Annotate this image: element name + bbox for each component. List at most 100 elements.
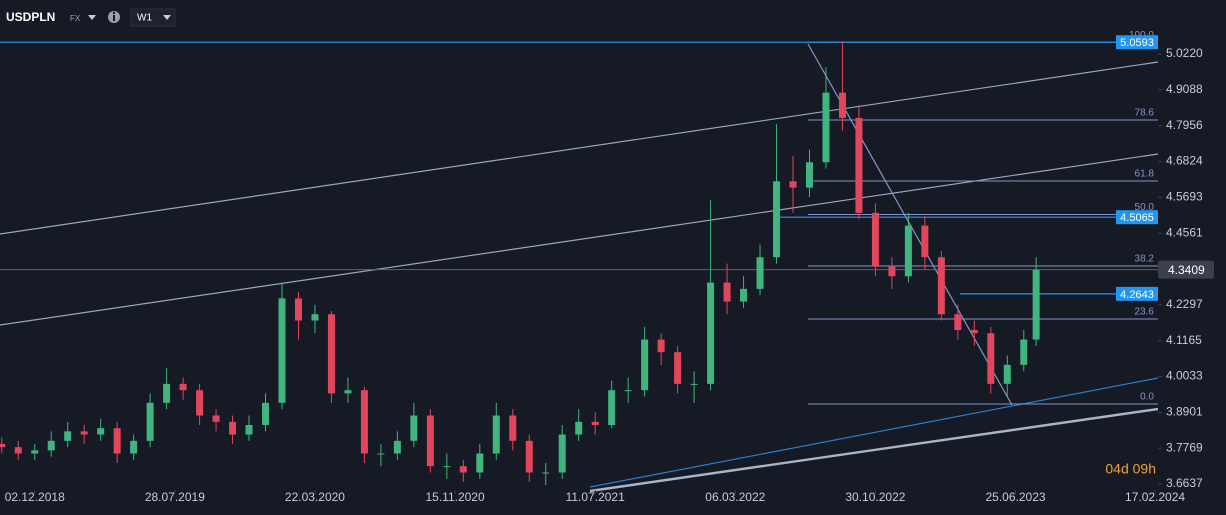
candle-body	[113, 428, 121, 454]
countdown: 04d 09h	[1105, 461, 1156, 477]
candle-body	[311, 314, 319, 321]
y-tick-label: 3.7769	[1166, 440, 1203, 454]
candle-body	[888, 266, 896, 277]
trendlines	[0, 43, 1159, 493]
y-tick-label: 4.9088	[1166, 82, 1203, 96]
candle-body	[294, 298, 302, 321]
candle-body	[360, 390, 368, 454]
candle-body	[542, 472, 550, 474]
candle-body	[674, 352, 682, 384]
x-tick-label: 11.07.2021	[566, 490, 625, 504]
candle-body	[756, 257, 764, 289]
candle-body	[641, 339, 649, 391]
candle-body	[707, 282, 715, 384]
candle-body	[855, 117, 863, 213]
candle-body	[212, 415, 220, 422]
candle-body	[443, 466, 451, 468]
candle-body	[575, 421, 583, 435]
y-tick-label: 4.0033	[1166, 369, 1203, 383]
x-tick-label: 17.02.2024	[1125, 490, 1185, 504]
y-tick-label: 4.4561	[1166, 225, 1203, 239]
candle-body	[558, 434, 566, 473]
y-tick-label: 4.5693	[1166, 189, 1203, 203]
candle-body	[789, 181, 797, 188]
candle-body	[179, 383, 187, 391]
candle-body	[723, 282, 731, 302]
candle-body	[624, 390, 632, 392]
candle-body	[805, 162, 813, 188]
price-tag-label: 4.5065	[1120, 212, 1154, 224]
candle-body	[690, 383, 698, 385]
candle-body	[740, 288, 748, 302]
x-tick-label: 06.03.2022	[705, 490, 765, 504]
timeframe-select[interactable]	[130, 8, 176, 27]
fib-label: 23.6	[1135, 307, 1155, 318]
fib-label: 61.8	[1135, 169, 1155, 180]
candle-body	[921, 225, 929, 258]
channel-line	[0, 153, 1159, 326]
candle-body	[130, 440, 138, 454]
price-tag-label: 4.2643	[1120, 289, 1154, 301]
x-tick-label: 15.11.2020	[425, 490, 484, 504]
candle-body	[163, 383, 171, 403]
candle-body	[838, 92, 846, 118]
symbol[interactable]: USDPLN	[6, 10, 55, 24]
info-icon-glyph	[113, 15, 115, 21]
candle-body	[196, 390, 204, 416]
candle-body	[492, 415, 500, 454]
candle-body	[591, 421, 599, 426]
fib-label: 0.0	[1140, 392, 1154, 403]
y-tick-label: 5.0220	[1166, 46, 1203, 60]
candle-body	[278, 298, 286, 403]
current-price-label: 4.3409	[1168, 263, 1205, 277]
trend-line	[589, 407, 1159, 493]
candle-body	[937, 257, 945, 315]
fib-label: 78.6	[1135, 108, 1155, 119]
fib-label: 38.2	[1135, 254, 1155, 265]
y-tick-label: 3.6637	[1166, 476, 1203, 490]
price-tag	[1116, 35, 1158, 50]
candle-body	[459, 466, 467, 473]
candle-body	[377, 453, 385, 455]
x-tick-label: 22.03.2020	[285, 490, 345, 504]
candle-body	[987, 333, 995, 384]
x-tick-label: 02.12.2018	[5, 490, 65, 504]
candle-body	[80, 431, 88, 435]
candle-body	[426, 415, 434, 467]
y-tick-label: 4.6824	[1166, 154, 1203, 168]
price-axis	[1158, 0, 1226, 515]
y-tick-label: 4.1165	[1166, 333, 1202, 347]
candle-body	[608, 390, 616, 426]
candle-body	[0, 444, 6, 448]
channel-line	[0, 61, 1159, 235]
candle-body	[245, 425, 253, 435]
candle-body	[822, 92, 830, 163]
candle-body	[954, 314, 962, 331]
candle-body	[1032, 269, 1040, 340]
price-tag-label: 5.0593	[1120, 37, 1154, 49]
candle-body	[871, 212, 879, 267]
candle-body	[904, 225, 912, 277]
x-tick-label: 25.06.2023	[986, 490, 1046, 504]
candle-body	[1020, 339, 1028, 365]
price-tag	[1116, 286, 1158, 301]
candle-body	[773, 181, 781, 258]
y-tick-label: 4.7956	[1166, 118, 1203, 132]
candle-body	[509, 415, 517, 441]
candle-body	[262, 402, 270, 426]
candle-body	[327, 314, 335, 394]
current-price-tag	[1158, 260, 1214, 279]
dropdown-arrow[interactable]	[163, 15, 171, 20]
candle-body	[47, 440, 55, 451]
price-tag	[1116, 210, 1158, 225]
info-icon-glyph	[113, 12, 115, 14]
candle-body	[410, 415, 418, 441]
candle-body	[525, 440, 533, 473]
dropdown-arrow[interactable]	[88, 15, 96, 20]
trend-line	[589, 377, 1159, 488]
timeframe: W1	[137, 13, 152, 24]
candle-body	[97, 428, 105, 435]
market: FX	[70, 14, 81, 23]
